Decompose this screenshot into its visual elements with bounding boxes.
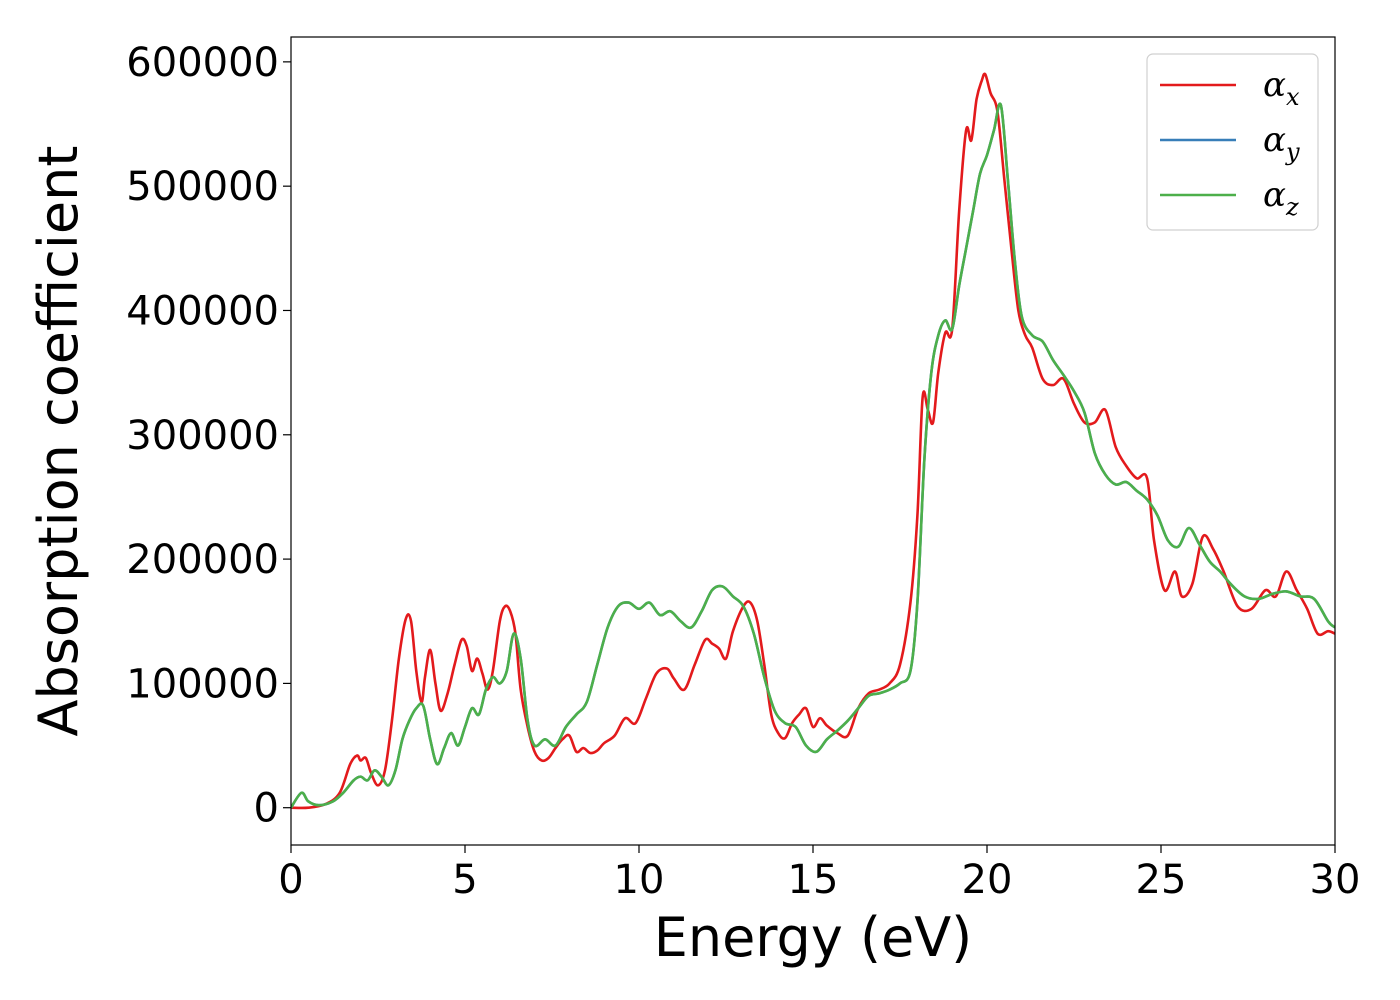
x-axis: 0 5 10 15 20 25 30 xyxy=(278,845,1360,903)
legend-box xyxy=(1146,53,1319,231)
x-tick-label: 30 xyxy=(1310,857,1361,903)
y-tick-label: 100000 xyxy=(126,661,279,707)
y-tick-label: 0 xyxy=(254,786,279,832)
series-layer xyxy=(291,72,1335,810)
y-tick-label: 600000 xyxy=(126,40,279,86)
x-tick-label: 10 xyxy=(614,857,665,903)
series-line-z xyxy=(291,102,1335,809)
legend-item-x: αx xyxy=(1160,65,1300,111)
legend-item-z: αz xyxy=(1160,175,1299,221)
x-tick-label: 15 xyxy=(788,857,839,903)
x-tick-label: 25 xyxy=(1136,857,1187,903)
legend-label: αy xyxy=(1263,120,1300,166)
y-tick-label: 400000 xyxy=(126,288,279,334)
x-tick-label: 0 xyxy=(278,857,303,903)
x-tick-label: 5 xyxy=(452,857,477,903)
legend-items: αx αy αz xyxy=(1160,65,1300,221)
x-tick-label: 20 xyxy=(962,857,1013,903)
legend-label: αz xyxy=(1263,175,1299,221)
y-tick-label: 300000 xyxy=(126,413,279,459)
y-tick-label: 200000 xyxy=(126,537,279,583)
series-line-x xyxy=(291,72,1335,810)
y-axis: 0 100000 200000 300000 400000 500000 600000 xyxy=(126,40,291,832)
legend-label: αx xyxy=(1263,65,1300,111)
y-tick-label: 500000 xyxy=(126,164,279,210)
legend: αx αy αz xyxy=(1146,53,1319,231)
y-axis-label: Absorption coefficient xyxy=(27,146,90,737)
legend-item-y: αy xyxy=(1160,120,1300,166)
x-axis-label: Energy (eV) xyxy=(654,906,973,969)
